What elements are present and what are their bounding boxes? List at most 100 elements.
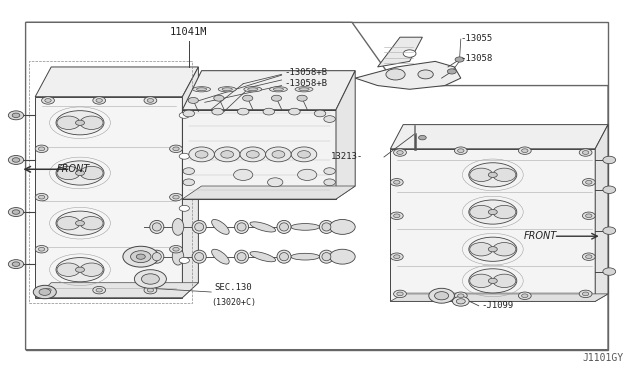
Ellipse shape [322, 223, 331, 231]
Ellipse shape [56, 161, 104, 185]
Ellipse shape [150, 220, 164, 234]
Circle shape [179, 205, 189, 211]
Circle shape [240, 147, 266, 162]
Circle shape [397, 292, 403, 296]
Polygon shape [182, 71, 355, 110]
Ellipse shape [222, 88, 232, 91]
Polygon shape [595, 125, 608, 301]
Circle shape [243, 95, 253, 101]
Circle shape [266, 147, 291, 162]
Ellipse shape [280, 223, 289, 231]
Circle shape [394, 214, 400, 218]
Circle shape [131, 251, 151, 263]
Circle shape [33, 285, 56, 299]
Text: FRONT: FRONT [524, 231, 557, 241]
Circle shape [330, 219, 355, 234]
Circle shape [314, 110, 326, 117]
Ellipse shape [250, 251, 276, 262]
Circle shape [38, 147, 45, 151]
Circle shape [403, 50, 416, 57]
Circle shape [603, 227, 616, 234]
Circle shape [12, 113, 20, 118]
Ellipse shape [172, 219, 184, 235]
Ellipse shape [56, 111, 104, 135]
Circle shape [35, 246, 48, 253]
Circle shape [221, 151, 234, 158]
Circle shape [603, 186, 616, 193]
Polygon shape [355, 61, 461, 89]
Ellipse shape [212, 219, 229, 234]
Circle shape [470, 205, 493, 219]
Ellipse shape [172, 248, 184, 265]
Polygon shape [35, 97, 182, 298]
Circle shape [42, 286, 54, 294]
Circle shape [38, 247, 45, 251]
Circle shape [518, 292, 531, 299]
Circle shape [394, 290, 406, 298]
Ellipse shape [468, 200, 517, 224]
Circle shape [8, 155, 24, 164]
Ellipse shape [319, 250, 333, 263]
Ellipse shape [195, 253, 204, 261]
Circle shape [522, 149, 528, 153]
Circle shape [419, 135, 426, 140]
Ellipse shape [56, 211, 104, 235]
Ellipse shape [248, 88, 258, 91]
Circle shape [470, 168, 493, 182]
Circle shape [488, 209, 497, 215]
Circle shape [80, 116, 103, 129]
Circle shape [8, 208, 24, 217]
Ellipse shape [299, 88, 309, 91]
Circle shape [447, 69, 456, 74]
Circle shape [289, 108, 300, 115]
Circle shape [39, 289, 51, 295]
Ellipse shape [319, 220, 333, 234]
Circle shape [96, 99, 102, 102]
Circle shape [455, 57, 464, 62]
Circle shape [179, 112, 189, 118]
Circle shape [586, 214, 592, 218]
Circle shape [57, 263, 80, 276]
Polygon shape [390, 294, 608, 301]
Circle shape [212, 108, 223, 115]
Polygon shape [182, 110, 336, 199]
Circle shape [470, 243, 493, 256]
Circle shape [57, 116, 80, 129]
Text: 11041M: 11041M [170, 27, 207, 37]
Polygon shape [378, 37, 422, 67]
Circle shape [35, 193, 48, 201]
Circle shape [518, 147, 531, 154]
Circle shape [470, 274, 493, 288]
Circle shape [12, 262, 20, 266]
Circle shape [458, 149, 464, 153]
Ellipse shape [295, 87, 313, 92]
Circle shape [386, 69, 405, 80]
Circle shape [397, 151, 403, 154]
Ellipse shape [193, 87, 211, 92]
Circle shape [582, 212, 595, 219]
Text: 13213-: 13213- [332, 153, 364, 161]
Polygon shape [182, 67, 198, 298]
Circle shape [76, 120, 84, 125]
Circle shape [147, 99, 154, 102]
Polygon shape [35, 67, 198, 97]
Text: -J1099: -J1099 [481, 301, 513, 310]
Circle shape [456, 299, 465, 304]
Circle shape [141, 274, 159, 284]
Circle shape [603, 268, 616, 275]
Ellipse shape [277, 220, 291, 234]
Circle shape [263, 108, 275, 115]
Ellipse shape [152, 223, 161, 231]
Circle shape [183, 168, 195, 174]
Circle shape [80, 263, 103, 276]
Circle shape [272, 151, 285, 158]
Ellipse shape [212, 249, 229, 264]
Circle shape [76, 267, 84, 272]
Circle shape [246, 151, 259, 158]
Polygon shape [182, 186, 355, 199]
Ellipse shape [192, 220, 206, 234]
Circle shape [173, 247, 179, 251]
Circle shape [8, 260, 24, 269]
Circle shape [12, 158, 20, 162]
Circle shape [488, 172, 497, 177]
